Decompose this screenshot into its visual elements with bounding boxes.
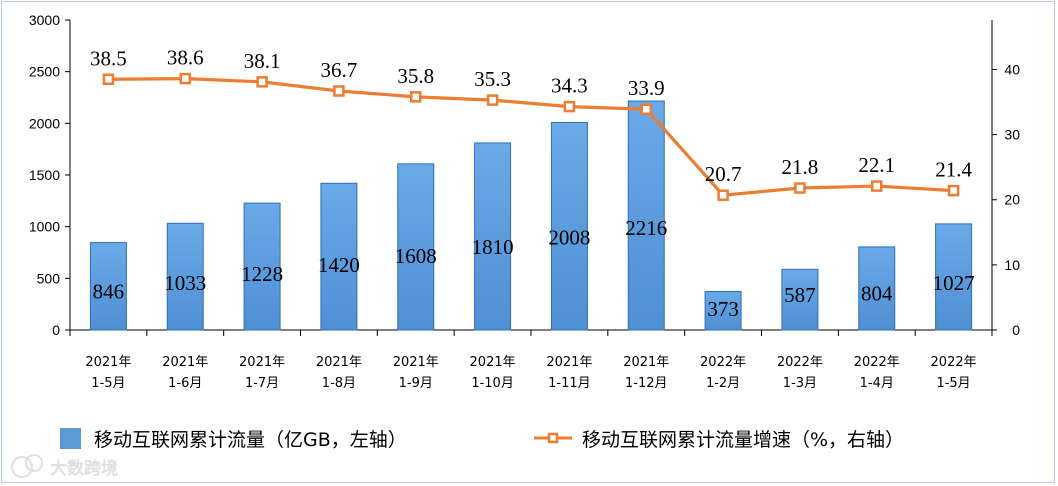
line-marker bbox=[256, 76, 268, 88]
bar bbox=[474, 142, 512, 331]
category-label-year: 2022年 bbox=[700, 355, 746, 370]
growth-line bbox=[102, 72, 960, 201]
legend-bar-swatch bbox=[60, 428, 81, 449]
line-marker bbox=[486, 94, 499, 106]
category-label-year: 2022年 bbox=[777, 355, 823, 370]
category-label-year: 2022年 bbox=[854, 355, 900, 370]
category-label-year: 2021年 bbox=[162, 355, 208, 370]
category-label-year: 2021年 bbox=[393, 355, 439, 370]
bar bbox=[320, 182, 358, 331]
bar-value-label: 1810 bbox=[472, 235, 514, 259]
bar bbox=[166, 222, 204, 331]
category-label-period: 1-3月 bbox=[783, 376, 817, 391]
line-marker bbox=[947, 184, 960, 197]
line-marker bbox=[563, 100, 576, 113]
line-value-label: 34.3 bbox=[551, 74, 588, 98]
legend-line-marker bbox=[547, 432, 559, 444]
category-label-year: 2021年 bbox=[623, 355, 669, 370]
right-axis-tick-label: 0 bbox=[1012, 322, 1020, 338]
left-axis-tick-label: 2000 bbox=[29, 115, 60, 131]
left-axis-tick-label: 2500 bbox=[29, 64, 60, 80]
bar bbox=[858, 246, 896, 331]
bar-labels: 846 1033 1228 1420 1608 1810 2008 2216 373 587 804… bbox=[93, 216, 975, 321]
category-label-year: 2021年 bbox=[546, 355, 592, 370]
line-marker bbox=[410, 91, 422, 103]
bar-value-label: 1420 bbox=[318, 253, 360, 277]
line-marker bbox=[794, 182, 806, 194]
bars bbox=[89, 100, 973, 331]
bar bbox=[89, 242, 127, 331]
bar bbox=[704, 290, 742, 331]
category-label-year: 2021年 bbox=[239, 355, 285, 370]
bar-value-label: 1027 bbox=[933, 271, 975, 295]
category-label-period: 1-5月 bbox=[91, 376, 125, 391]
line-labels: 38.5 38.6 38.1 36.7 35.8 35.3 34.3 33.9 20.7 21.8… bbox=[90, 46, 972, 187]
left-axis-tick-label: 3000 bbox=[29, 12, 60, 28]
bar-value-label: 804 bbox=[861, 282, 893, 306]
category-label-year: 2021年 bbox=[85, 355, 131, 370]
watermark-text: 大数跨境 bbox=[50, 458, 118, 479]
left-axis-tick-label: 0 bbox=[52, 322, 60, 338]
category-label-period: 1-6月 bbox=[168, 376, 202, 391]
growth-polyline bbox=[108, 77, 954, 197]
category-label-period: 1-8月 bbox=[322, 376, 356, 391]
category-labels: 2021年 1-5月 2021年 1-6月 2021年 1-7月 2021年 1-8月 2021… bbox=[85, 355, 976, 391]
bar-value-label: 1608 bbox=[395, 244, 437, 268]
bar-value-label: 2216 bbox=[625, 216, 667, 240]
line-marker bbox=[102, 73, 115, 86]
bar bbox=[781, 268, 819, 331]
category-label-period: 1-5月 bbox=[936, 376, 970, 391]
bar-value-label: 846 bbox=[93, 280, 125, 304]
bar-value-label: 2008 bbox=[548, 226, 590, 250]
right-axis-tick-label: 10 bbox=[1004, 257, 1020, 273]
line-marker bbox=[871, 180, 883, 192]
legend-line-label: 移动互联网累计流量增速（%，右轴） bbox=[582, 429, 904, 451]
right-axis-tick-label: 40 bbox=[1004, 61, 1020, 77]
axes: 0 500 1000 1500 2000 2500 3000 0 10 20 30 40 bbox=[29, 12, 1020, 338]
line-value-label: 38.5 bbox=[90, 46, 127, 70]
bar bbox=[935, 223, 973, 331]
bar-value-label: 1033 bbox=[164, 271, 206, 295]
bar-value-label: 587 bbox=[784, 283, 816, 307]
line-value-label: 21.4 bbox=[935, 158, 972, 182]
line-value-label: 36.7 bbox=[321, 58, 358, 82]
bar bbox=[550, 122, 588, 331]
category-label-period: 1-7月 bbox=[245, 376, 279, 391]
left-axis-tick-label: 1000 bbox=[29, 219, 60, 235]
left-axis-tick-label: 1500 bbox=[29, 167, 60, 183]
line-marker bbox=[333, 85, 345, 97]
line-marker bbox=[179, 72, 191, 85]
category-label-period: 1-12月 bbox=[625, 376, 668, 391]
bar-value-label: 373 bbox=[707, 297, 739, 321]
bar-value-label: 1228 bbox=[241, 262, 283, 286]
legend: 移动互联网累计流量（亿GB，左轴） 移动互联网累计流量增速（%，右轴） bbox=[60, 428, 904, 451]
line-value-label: 33.9 bbox=[628, 76, 665, 100]
category-label-period: 1-4月 bbox=[860, 376, 894, 391]
line-marker bbox=[717, 189, 729, 201]
watermark: 大数跨境 bbox=[11, 454, 118, 479]
line-value-label: 35.8 bbox=[397, 64, 434, 88]
line-value-label: 21.8 bbox=[782, 155, 819, 179]
category-label-year: 2021年 bbox=[316, 355, 362, 370]
right-axis-tick-label: 20 bbox=[1004, 192, 1020, 208]
line-value-label: 35.3 bbox=[474, 67, 511, 91]
bar bbox=[627, 100, 665, 331]
line-value-label: 38.1 bbox=[244, 49, 281, 73]
legend-bar-label: 移动互联网累计流量（亿GB，左轴） bbox=[94, 429, 407, 451]
category-label-year: 2022年 bbox=[931, 355, 977, 370]
category-label-period: 1-11月 bbox=[548, 376, 591, 391]
line-value-label: 38.6 bbox=[167, 46, 204, 70]
line-value-label: 22.1 bbox=[858, 153, 895, 177]
right-axis-tick-label: 30 bbox=[1004, 127, 1020, 143]
bar bbox=[243, 202, 281, 331]
line-value-label: 20.7 bbox=[705, 162, 742, 186]
left-axis-tick-label: 500 bbox=[37, 270, 61, 286]
category-label-period: 1-2月 bbox=[706, 376, 740, 391]
line-marker bbox=[640, 103, 652, 115]
bar bbox=[397, 163, 435, 331]
category-label-year: 2021年 bbox=[470, 355, 516, 370]
category-label-period: 1-10月 bbox=[471, 376, 514, 391]
category-label-period: 1-9月 bbox=[399, 376, 433, 391]
